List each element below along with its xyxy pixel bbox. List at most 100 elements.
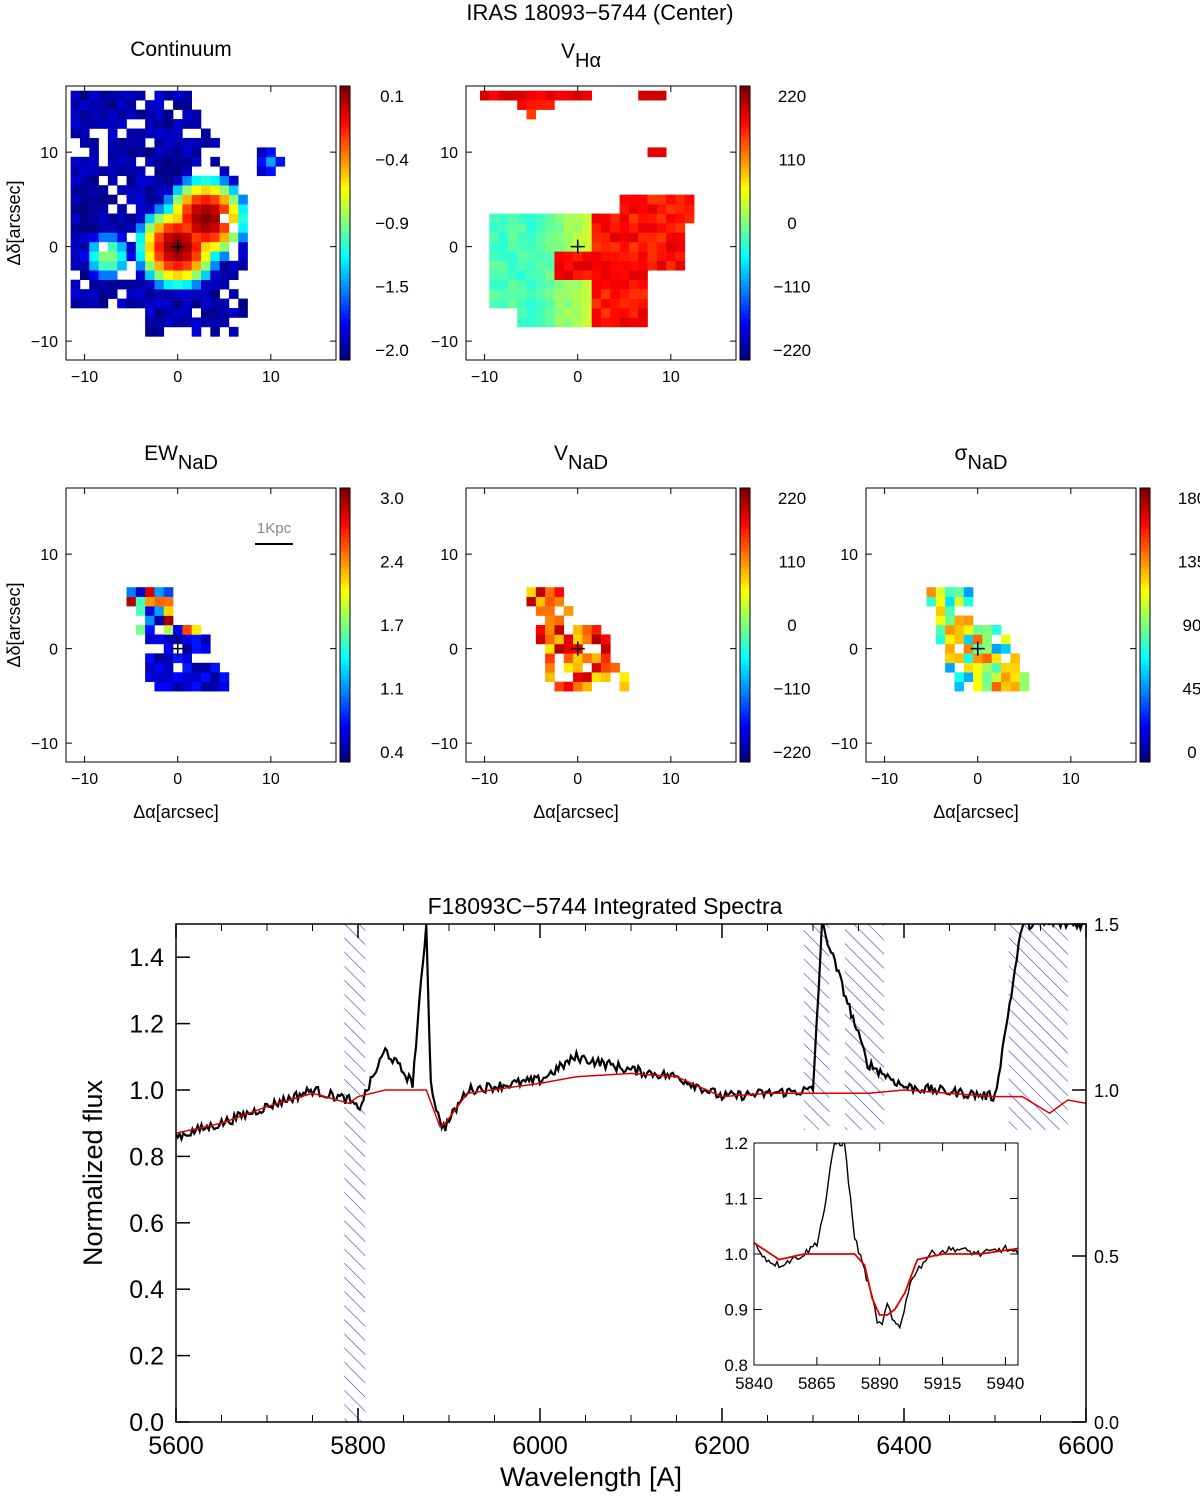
map-pixel [182, 100, 192, 110]
map-pixel [107, 232, 118, 243]
map-pixel [79, 289, 90, 299]
map-pixel [79, 251, 90, 262]
colorbar-step [740, 218, 750, 224]
map-pixel [117, 251, 127, 262]
colorbar-step [340, 140, 350, 146]
colorbar-step [1140, 506, 1150, 512]
map-pixel [563, 634, 574, 645]
map-pixel [554, 270, 565, 280]
map-pixel [98, 194, 109, 205]
map-pixel [266, 156, 276, 167]
map-pixel [154, 156, 165, 167]
map-pixel [545, 270, 555, 280]
map-pixel [201, 260, 211, 271]
colorbar-step [740, 318, 750, 324]
map-pixel [145, 625, 155, 635]
map-pixel [591, 289, 602, 299]
map-pixel [89, 166, 99, 177]
colorbar-step [740, 337, 750, 343]
map-pixel [70, 232, 81, 243]
map-pixel [507, 223, 518, 233]
map-pixel [191, 662, 202, 673]
colorbar-step [740, 538, 750, 544]
colorbar-step [340, 720, 350, 726]
map-pixel [963, 662, 974, 673]
colorbar-step [1140, 702, 1150, 708]
map-pixel [573, 662, 583, 673]
map-pixel [554, 587, 565, 597]
map-pixel [628, 308, 639, 318]
colorbar-step [340, 583, 350, 589]
map-pixel [201, 643, 211, 654]
map-pixel [191, 147, 202, 158]
map-pixel [173, 185, 183, 195]
colorbar-step [740, 131, 750, 137]
colorbar-step [340, 113, 350, 119]
map-title-main: σ [955, 442, 968, 465]
map-pixel [163, 634, 174, 645]
colorbar-tick-label: −220 [773, 341, 811, 360]
colorbar-step [340, 684, 350, 690]
map-pixel [582, 279, 592, 290]
map-pixel [145, 204, 155, 214]
map-pixel [601, 251, 611, 262]
colorbar-step [340, 579, 350, 585]
map-pixel [601, 662, 611, 673]
colorbar-step [340, 145, 350, 151]
colorbar-step [740, 86, 750, 92]
colorbar-step [340, 236, 350, 242]
map-pixel [591, 634, 602, 645]
colorbar-step [340, 501, 350, 507]
map-pixel [498, 251, 509, 262]
map-pixel [79, 241, 90, 252]
colorbar-step [740, 533, 750, 539]
colorbar-step [740, 332, 750, 338]
map-pixel [563, 241, 574, 252]
map-pixel [563, 90, 574, 101]
map-pixel [535, 606, 546, 616]
map-pixel [135, 194, 146, 205]
map-pixel [117, 232, 127, 243]
map-pixel [182, 260, 192, 271]
map-pixel [210, 223, 220, 233]
map-pixel [666, 260, 676, 271]
colorbar-step [340, 254, 350, 261]
map-pixel [154, 128, 165, 139]
map-pixel [647, 260, 658, 271]
map-pixel [173, 213, 183, 224]
map-ytick-label: −10 [31, 334, 58, 351]
map-pixel [98, 298, 109, 309]
map-pixel [219, 672, 230, 682]
colorbar-step [340, 223, 350, 229]
map-pixel [219, 308, 230, 318]
map-pixel [107, 166, 118, 177]
map-pixel [145, 326, 155, 337]
map-pixel [191, 213, 202, 224]
map-pixel [619, 232, 630, 243]
map-pixel [89, 147, 99, 158]
colorbar-step [340, 606, 350, 612]
map-pixel [489, 260, 499, 271]
map-pixel [582, 90, 592, 101]
colorbar-step [740, 136, 750, 142]
colorbar-step [1140, 515, 1150, 521]
colorbar-tick-label: 0 [787, 214, 796, 233]
map-pixel [117, 223, 127, 233]
colorbar-step [740, 355, 750, 361]
map-pixel [210, 241, 220, 252]
map-pixel [619, 681, 630, 692]
map-pixel [79, 137, 90, 148]
map-pixel [163, 166, 174, 177]
map-pixel [573, 625, 583, 635]
colorbar-step [740, 698, 750, 704]
map-pixel [507, 298, 518, 309]
map-pixel [238, 213, 248, 224]
map-pixel [638, 232, 648, 243]
map-pixel [79, 204, 90, 214]
colorbar-step [1140, 570, 1150, 576]
colorbar-step [740, 670, 750, 676]
map-pixel [154, 662, 165, 673]
map-pixel [70, 119, 81, 129]
map-pixel [70, 279, 81, 290]
inset-xtick-label: 5940 [987, 1374, 1025, 1393]
